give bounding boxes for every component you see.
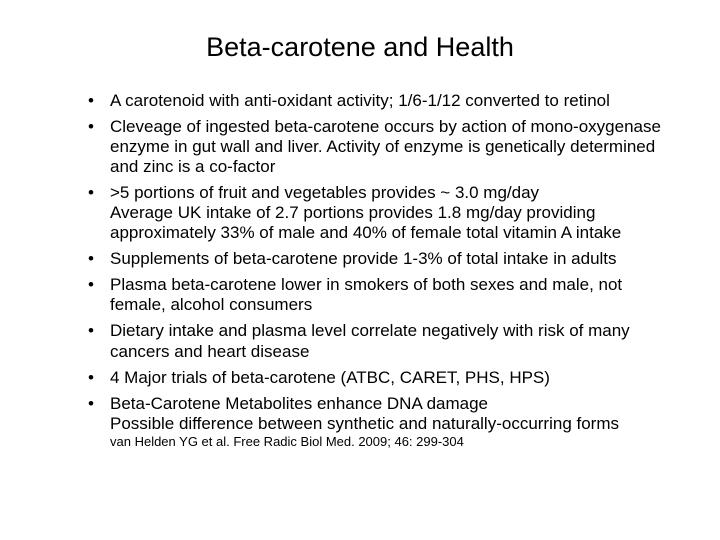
bullet-text: Plasma beta-carotene lower in smokers of…	[110, 275, 622, 314]
slide: Beta-carotene and Health A carotenoid wi…	[0, 0, 720, 540]
bullet-text: A carotenoid with anti-oxidant activity;…	[110, 91, 610, 110]
bullet-text: Dietary intake and plasma level correlat…	[110, 321, 630, 360]
list-item: 4 Major trials of beta-carotene (ATBC, C…	[88, 368, 672, 388]
bullet-list: A carotenoid with anti-oxidant activity;…	[48, 91, 672, 449]
bullet-subtext: Possible difference between synthetic an…	[110, 414, 672, 434]
list-item: Plasma beta-carotene lower in smokers of…	[88, 275, 672, 315]
bullet-text: 4 Major trials of beta-carotene (ATBC, C…	[110, 368, 550, 387]
bullet-subtext: Average UK intake of 2.7 portions provid…	[110, 203, 672, 243]
citation-text: van Helden YG et al. Free Radic Biol Med…	[110, 434, 672, 449]
slide-title: Beta-carotene and Health	[48, 32, 672, 63]
list-item: >5 portions of fruit and vegetables prov…	[88, 183, 672, 243]
list-item: Cleveage of ingested beta-carotene occur…	[88, 117, 672, 177]
bullet-text: Beta-Carotene Metabolites enhance DNA da…	[110, 394, 488, 413]
list-item: A carotenoid with anti-oxidant activity;…	[88, 91, 672, 111]
list-item: Supplements of beta-carotene provide 1-3…	[88, 249, 672, 269]
bullet-text: Supplements of beta-carotene provide 1-3…	[110, 249, 617, 268]
list-item: Dietary intake and plasma level correlat…	[88, 321, 672, 361]
bullet-text: Cleveage of ingested beta-carotene occur…	[110, 117, 661, 176]
bullet-text: >5 portions of fruit and vegetables prov…	[110, 183, 539, 202]
list-item: Beta-Carotene Metabolites enhance DNA da…	[88, 394, 672, 449]
